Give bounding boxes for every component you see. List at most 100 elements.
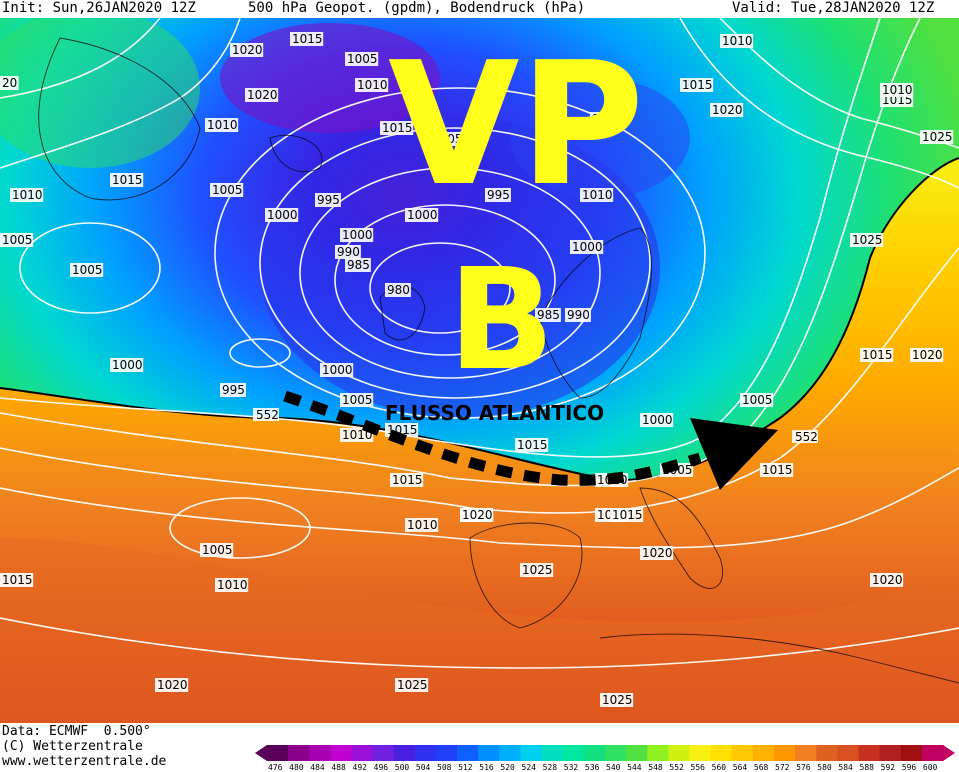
isobar-label-bg xyxy=(565,308,591,322)
isobar-label-bg xyxy=(0,573,34,587)
isobar-label: 1000 xyxy=(112,358,143,372)
colorbar-label: 588 xyxy=(859,763,874,772)
isobar-label-bg xyxy=(850,233,884,247)
contour-552-line xyxy=(0,157,959,481)
isobar-label-bg xyxy=(870,573,904,587)
isobar-label-bg xyxy=(315,193,341,207)
isobar-label-bg xyxy=(340,428,374,442)
isobar-label: 1000 xyxy=(572,240,603,254)
isobar-label: 1015 xyxy=(612,508,643,522)
isobar-990 xyxy=(299,167,601,379)
colorbar-swatch xyxy=(541,745,564,761)
colorbar-label: 484 xyxy=(310,763,325,772)
colorbar-swatch xyxy=(689,745,712,761)
isobar-label: 1010 xyxy=(722,34,753,48)
isobar-label-bg xyxy=(230,43,264,57)
isobar-label-bg xyxy=(290,32,324,46)
colorbar-label: 576 xyxy=(796,763,811,772)
colorbar-swatch xyxy=(562,745,585,761)
isobar-1015-north xyxy=(0,18,161,99)
isobar-label: 1005 xyxy=(202,543,233,557)
isobar-label: 1010 xyxy=(582,188,613,202)
isobar-1015 xyxy=(0,247,959,514)
colorbar-label: 596 xyxy=(901,763,917,772)
isobar-label-bg xyxy=(10,188,44,202)
isobar-label: 1000 xyxy=(342,228,373,242)
colorbar-swatch xyxy=(583,745,606,761)
isobar-label-bg xyxy=(485,188,511,202)
isobar-label-bg xyxy=(910,348,944,362)
isobar-label: 1000 xyxy=(407,208,438,222)
colorbar-swatch xyxy=(816,745,838,761)
colorbar-max-triangle xyxy=(943,745,955,761)
isobar-label-bg xyxy=(710,103,744,117)
isobar-label-bg xyxy=(860,348,894,362)
isobar-label-bg xyxy=(320,363,354,377)
isobar-label: 1025 xyxy=(397,678,428,692)
colorbar-swatch xyxy=(900,745,923,761)
colorbar-swatch xyxy=(372,745,395,761)
colorbar-swatch xyxy=(351,745,374,761)
isobar-label: 1020 xyxy=(912,348,943,362)
init-time: Init: Sun,26JAN2020 12Z xyxy=(2,0,196,16)
isobar-label-bg xyxy=(880,83,914,97)
colorbar-label: 496 xyxy=(373,763,389,772)
isobar-label: 1005 xyxy=(347,52,378,66)
isobar-label-bg xyxy=(395,678,429,692)
isobar-label-bg xyxy=(430,132,464,146)
isobar-label-bg xyxy=(590,112,624,126)
label-bg xyxy=(792,430,818,443)
isobar-label-bg xyxy=(640,413,674,427)
isobar-label-bg xyxy=(405,208,439,222)
isobar-label: 1020 xyxy=(642,546,673,560)
isobar-label-bg xyxy=(460,508,494,522)
isobar-1020 xyxy=(0,467,959,549)
colorbar-label: 492 xyxy=(352,763,367,772)
colorbar-label: 476 xyxy=(268,763,283,772)
isobar-label-bg xyxy=(600,693,634,707)
greenland-coast xyxy=(38,37,201,201)
isobar-980 xyxy=(369,242,511,334)
colorbar-swatch xyxy=(520,745,543,761)
isobar-label: 1015 xyxy=(392,473,423,487)
colorbar-swatch xyxy=(457,745,479,761)
colorbar-swatch xyxy=(499,745,521,761)
isobar-label-bg xyxy=(920,130,954,144)
iceland-coast xyxy=(269,134,323,173)
isobar-label: 995 xyxy=(317,193,340,207)
isobar-label: 1000 xyxy=(267,208,298,222)
map-footer: Data: ECMWF 0.500° (C) Wetterzentrale ww… xyxy=(0,723,959,772)
greenland-high-area xyxy=(0,18,200,168)
colorbar-swatch xyxy=(414,745,437,761)
colorbar-label: 516 xyxy=(479,763,494,772)
isobar-label: 1005 xyxy=(2,233,33,247)
isobar-label: 1005 xyxy=(742,393,773,407)
isobar-label-bg xyxy=(200,543,234,557)
isobar-label: 1000 xyxy=(322,363,353,377)
isobar-label: 1015 xyxy=(292,32,323,46)
colorbar-label: 512 xyxy=(458,763,473,772)
isobar-label-bg xyxy=(570,240,604,254)
colorbar-label: 568 xyxy=(753,763,769,772)
isobar-label: 1010 xyxy=(12,188,43,202)
isobar-label: 995 xyxy=(222,383,245,397)
colorbar-swatch xyxy=(626,745,648,761)
isobar-label: 990 xyxy=(337,245,360,259)
label-bg xyxy=(253,408,279,421)
isobar-label-bg xyxy=(70,263,104,277)
isobar-label-bg xyxy=(640,546,674,560)
isobar-label: 1015 xyxy=(682,78,713,92)
isobar-lines xyxy=(0,18,959,669)
isobar-1015-ne xyxy=(679,18,959,189)
colorbar-label: 480 xyxy=(289,763,304,772)
polar-vortex-core xyxy=(220,23,440,133)
isobar-label-bg xyxy=(215,578,249,592)
isobar-label: 1025 xyxy=(522,563,553,577)
colorbar-swatch xyxy=(393,745,416,761)
isobar-label-bg xyxy=(355,78,389,92)
isobar-label-bg xyxy=(720,34,754,48)
isobar-label: 1020 xyxy=(712,103,743,117)
isobar-label: 1010 xyxy=(407,518,438,532)
isobar-label: 1015 xyxy=(2,573,33,587)
isobar-label: 1010 xyxy=(882,83,913,97)
